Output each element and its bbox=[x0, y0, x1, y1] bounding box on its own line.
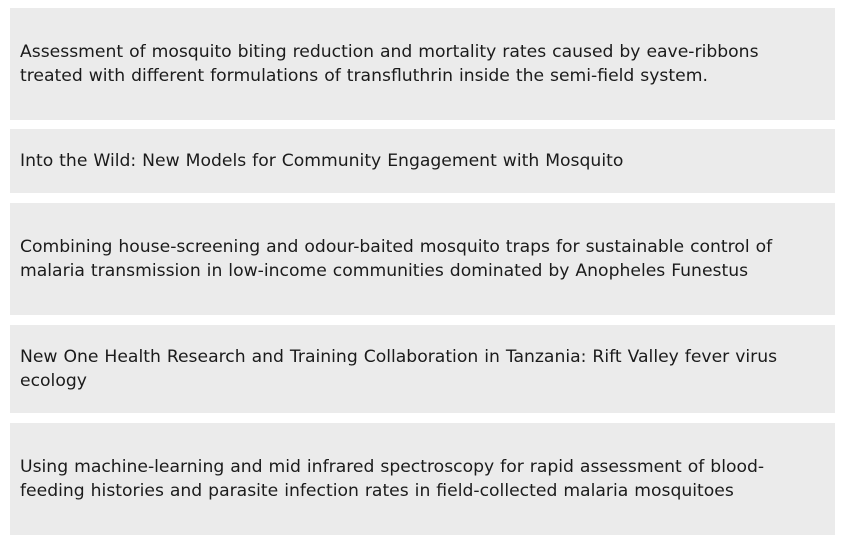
project-title[interactable]: Into the Wild: New Models for Community … bbox=[20, 151, 624, 171]
project-title[interactable]: Using machine-learning and mid infrared … bbox=[20, 457, 765, 501]
project-card-eave-ribbons[interactable]: Assessment of mosquito biting reduction … bbox=[10, 8, 835, 120]
project-title[interactable]: New One Health Research and Training Col… bbox=[20, 347, 778, 391]
project-title[interactable]: Combining house-screening and odour-bait… bbox=[20, 237, 773, 281]
project-title[interactable]: Assessment of mosquito biting reduction … bbox=[20, 42, 759, 86]
project-card-house-screening[interactable]: Combining house-screening and odour-bait… bbox=[10, 203, 835, 315]
project-card-into-the-wild[interactable]: Into the Wild: New Models for Community … bbox=[10, 129, 835, 193]
project-card-one-health[interactable]: New One Health Research and Training Col… bbox=[10, 325, 835, 413]
project-card-machine-learning[interactable]: Using machine-learning and mid infrared … bbox=[10, 423, 835, 535]
